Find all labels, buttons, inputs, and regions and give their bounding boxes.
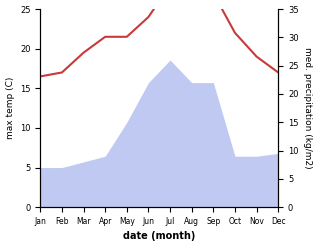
Y-axis label: max temp (C): max temp (C) (5, 77, 15, 139)
X-axis label: date (month): date (month) (123, 231, 196, 242)
Y-axis label: med. precipitation (kg/m2): med. precipitation (kg/m2) (303, 47, 313, 169)
